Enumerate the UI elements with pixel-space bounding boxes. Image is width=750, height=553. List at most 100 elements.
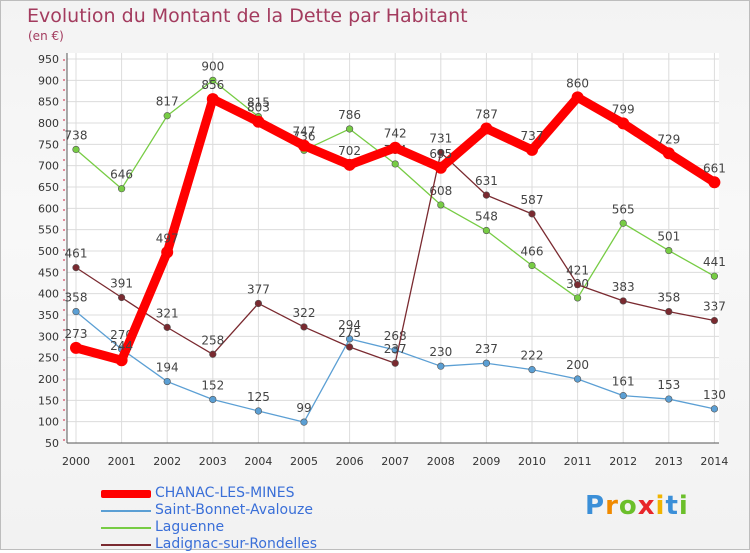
data-point bbox=[665, 307, 673, 316]
y-tick-label: 200 bbox=[38, 373, 59, 386]
data-point bbox=[710, 405, 719, 413]
data-label: 244 bbox=[110, 339, 133, 353]
data-label: 161 bbox=[612, 375, 635, 389]
data-label: 729 bbox=[657, 132, 680, 146]
x-tick-label: 2006 bbox=[336, 455, 364, 468]
data-label: 856 bbox=[201, 78, 224, 92]
data-label: 860 bbox=[566, 76, 589, 90]
data-point bbox=[434, 161, 447, 174]
legend-swatch bbox=[101, 489, 151, 498]
y-tick-label: 550 bbox=[38, 224, 59, 237]
data-label: 358 bbox=[657, 291, 680, 305]
y-tick-label: 100 bbox=[38, 416, 59, 429]
data-label: 803 bbox=[247, 101, 270, 115]
data-point bbox=[72, 264, 80, 272]
data-point bbox=[163, 323, 171, 331]
data-point bbox=[72, 145, 80, 154]
data-point bbox=[571, 91, 584, 104]
data-point bbox=[389, 141, 402, 154]
data-label: 421 bbox=[566, 264, 589, 278]
data-point bbox=[528, 210, 536, 218]
x-tick-label: 2009 bbox=[472, 455, 500, 468]
data-label: 237 bbox=[475, 342, 498, 356]
data-label: 786 bbox=[338, 108, 361, 122]
data-point bbox=[209, 395, 217, 404]
x-tick-label: 2011 bbox=[564, 455, 592, 468]
data-label: 321 bbox=[156, 306, 179, 320]
data-point bbox=[482, 226, 491, 235]
legend-label: Saint-Bonnet-Avalouze bbox=[155, 502, 313, 518]
y-tick-label: 750 bbox=[38, 138, 59, 151]
data-label: 322 bbox=[293, 306, 316, 320]
data-label: 441 bbox=[703, 255, 726, 269]
data-label: 268 bbox=[384, 329, 407, 343]
data-label: 230 bbox=[429, 345, 452, 359]
x-tick-label: 2013 bbox=[655, 455, 683, 468]
data-point bbox=[573, 375, 582, 383]
x-tick-label: 2005 bbox=[290, 455, 318, 468]
data-point bbox=[300, 418, 308, 426]
x-tick-label: 2001 bbox=[108, 455, 136, 468]
data-label: 631 bbox=[475, 174, 498, 188]
data-point bbox=[209, 350, 217, 358]
data-point bbox=[619, 392, 627, 400]
legend-item: Laguenne bbox=[101, 519, 317, 536]
data-label: 817 bbox=[156, 95, 179, 109]
y-tick-label: 850 bbox=[38, 96, 59, 109]
data-label: 358 bbox=[65, 291, 88, 305]
data-label: 337 bbox=[703, 300, 726, 314]
data-label: 466 bbox=[521, 245, 544, 259]
data-label: 461 bbox=[65, 247, 88, 261]
y-tick-label: 50 bbox=[45, 437, 59, 450]
data-label: 222 bbox=[521, 349, 544, 363]
data-point bbox=[480, 122, 493, 135]
data-label: 742 bbox=[384, 127, 407, 141]
legend-item: Saint-Bonnet-Avalouze bbox=[101, 502, 317, 519]
data-point bbox=[300, 323, 308, 331]
data-point bbox=[482, 191, 491, 199]
legend-label: Laguenne bbox=[155, 519, 225, 535]
data-point bbox=[252, 115, 265, 128]
data-point bbox=[254, 407, 262, 415]
x-tick-label: 2007 bbox=[381, 455, 409, 468]
data-point bbox=[391, 160, 399, 168]
data-point bbox=[346, 343, 354, 351]
data-point bbox=[115, 354, 128, 367]
y-tick-label: 800 bbox=[38, 117, 59, 130]
data-point bbox=[343, 158, 356, 171]
data-point bbox=[619, 297, 627, 305]
x-tick-label: 2002 bbox=[153, 455, 181, 468]
data-label: 587 bbox=[521, 193, 544, 207]
data-label: 608 bbox=[429, 184, 452, 198]
legend: CHANAC-LES-MINES Saint-Bonnet-Avalouze L… bbox=[101, 485, 317, 553]
data-point bbox=[528, 366, 536, 374]
data-point bbox=[619, 219, 627, 227]
data-label: 799 bbox=[612, 102, 635, 116]
legend-label: CHANAC-LES-MINES bbox=[155, 485, 295, 501]
data-point bbox=[163, 112, 171, 120]
data-point bbox=[117, 185, 126, 193]
unit-label: (en €) bbox=[28, 29, 64, 43]
data-label: 815 bbox=[247, 96, 270, 110]
data-label: 702 bbox=[338, 144, 361, 158]
data-label: 377 bbox=[247, 282, 270, 296]
data-point bbox=[391, 359, 399, 367]
data-label: 153 bbox=[657, 378, 680, 392]
legend-item: CHANAC-LES-MINES bbox=[101, 485, 317, 502]
data-label: 900 bbox=[201, 59, 224, 73]
data-point bbox=[72, 307, 80, 316]
data-point bbox=[437, 201, 445, 209]
data-point bbox=[70, 341, 82, 354]
legend-label: Ladignac-sur-Rondelles bbox=[155, 536, 318, 552]
data-point bbox=[710, 272, 719, 280]
data-point bbox=[117, 293, 126, 302]
y-tick-label: 350 bbox=[38, 309, 59, 322]
data-label: 391 bbox=[110, 277, 133, 291]
y-tick-label: 150 bbox=[38, 394, 59, 407]
data-label: 565 bbox=[612, 202, 635, 216]
data-point bbox=[346, 335, 354, 343]
data-label: 661 bbox=[703, 161, 726, 175]
y-tick-label: 300 bbox=[38, 330, 59, 343]
y-tick-label: 250 bbox=[38, 352, 59, 365]
proxiti-logo: Proxiti bbox=[585, 491, 689, 521]
